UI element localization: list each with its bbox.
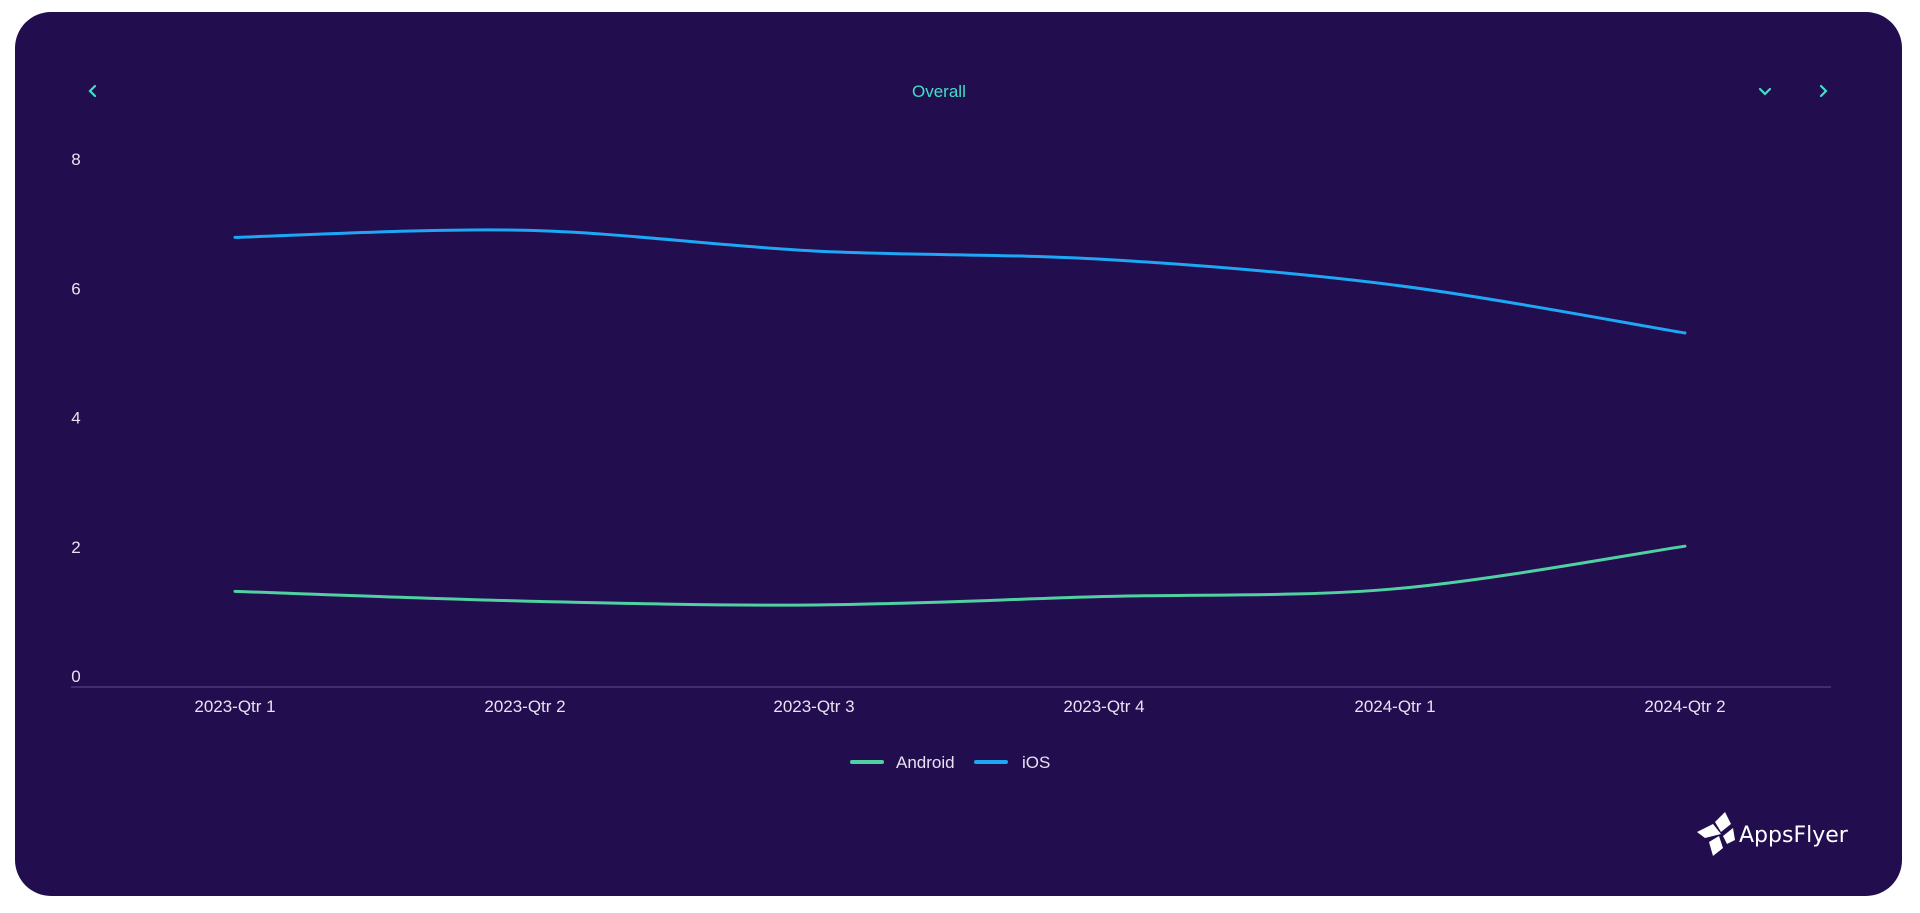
- x-tick-label: 2023-Qtr 2: [484, 697, 565, 716]
- chart-card: [15, 12, 1902, 896]
- legend-label-android: Android: [896, 753, 955, 772]
- y-tick-label: 8: [71, 150, 80, 169]
- y-tick-label: 6: [71, 279, 80, 298]
- svg-text:AppsFlyer: AppsFlyer: [1739, 823, 1849, 848]
- series-line-android: [233, 544, 1687, 607]
- chevron-left-icon[interactable]: [82, 80, 104, 102]
- y-tick-label: 0: [71, 667, 80, 686]
- y-tick-label: 4: [71, 409, 80, 428]
- chevron-right-icon[interactable]: [1812, 80, 1834, 102]
- chevron-down-icon[interactable]: [1754, 80, 1776, 102]
- legend-label-ios: iOS: [1022, 753, 1050, 772]
- x-tick-label: 2023-Qtr 3: [773, 697, 854, 716]
- series-line-ios: [233, 228, 1687, 335]
- x-tick-label: 2024-Qtr 2: [1644, 697, 1725, 716]
- x-tick-label: 2023-Qtr 4: [1063, 697, 1144, 716]
- x-tick-label: 2024-Qtr 1: [1354, 697, 1435, 716]
- chart-title: Overall: [912, 82, 966, 101]
- x-tick-label: 2023-Qtr 1: [194, 697, 275, 716]
- y-tick-label: 2: [71, 538, 80, 557]
- appsflyer-logo: AppsFlyer: [1697, 812, 1849, 856]
